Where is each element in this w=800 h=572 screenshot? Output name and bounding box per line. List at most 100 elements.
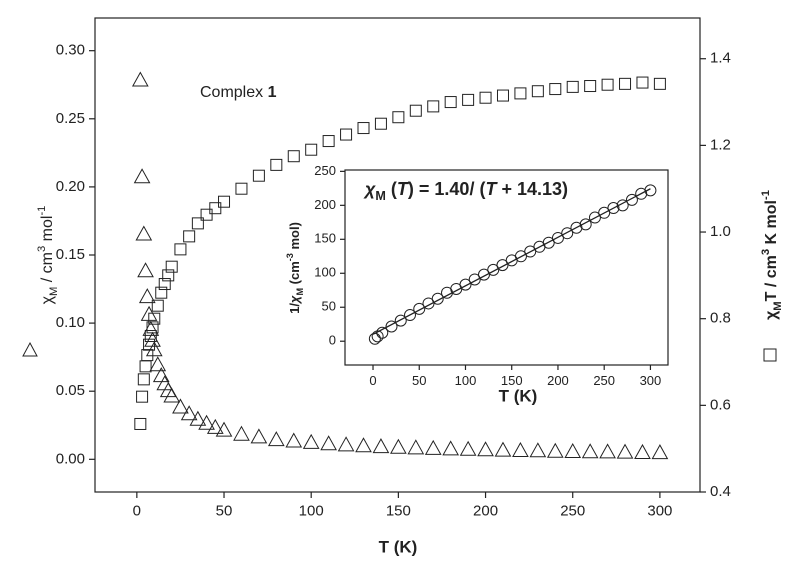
square-point [174, 243, 187, 256]
y-tick-label: 0.30 [56, 42, 85, 59]
triangle-point [250, 428, 268, 444]
circle-point [431, 292, 444, 305]
x-tick-label: 150 [386, 502, 411, 519]
x-tick-label: 0 [133, 502, 141, 519]
triangle-point [355, 437, 372, 453]
annotation: Complex 1 [200, 84, 277, 101]
y2-tick-label: 0.4 [710, 483, 731, 500]
inset-y-axis-label-part: 1/ [287, 303, 302, 314]
triangle-point [424, 439, 442, 455]
square-point [496, 89, 509, 102]
y-axis-label-part: mol [39, 216, 56, 246]
square-point [374, 117, 387, 130]
equation-part: + 14.13) [496, 179, 568, 199]
circle-point [616, 199, 629, 212]
square-point [601, 78, 614, 91]
square-point [357, 122, 370, 135]
annotation-part: Complex [200, 84, 268, 101]
triangle-point [546, 442, 564, 458]
y2-axis-label-part: K mol [763, 200, 780, 249]
triangle-point [215, 421, 233, 437]
square-point [165, 260, 178, 273]
square-point [270, 158, 283, 171]
y-tick-label: 0 [329, 333, 336, 348]
triangle-point [372, 438, 390, 454]
triangle-point [529, 442, 547, 458]
triangle-point [477, 441, 494, 457]
y2-tick-label: 0.8 [710, 310, 731, 327]
y2-axis-label-part: 3 [760, 249, 772, 255]
square-point [143, 338, 156, 351]
circle-point [625, 193, 638, 206]
triangle-point [407, 439, 425, 455]
triangle-point [138, 288, 156, 304]
circle-point [477, 268, 490, 281]
square-point [549, 83, 562, 96]
circle-point [496, 259, 509, 272]
y2-axis-label-part: M [772, 301, 784, 310]
equation-part: χ [363, 179, 376, 199]
y2-axis-label-part: -1 [760, 190, 772, 200]
square-point [566, 80, 579, 93]
square-point [653, 77, 666, 90]
square-point [636, 76, 649, 89]
circle-point [394, 314, 407, 327]
triangle-point [320, 435, 337, 451]
square-point [409, 104, 422, 117]
y-axis-label-part: χ [39, 295, 56, 304]
circle-point [413, 302, 426, 315]
square-point [209, 202, 222, 215]
circle-point [524, 245, 537, 258]
square-point [427, 100, 440, 113]
square-point [287, 150, 300, 163]
triangle-point [189, 410, 207, 426]
circle-point [376, 326, 389, 339]
circle-point [644, 184, 657, 197]
y2-tick-label: 1.4 [710, 50, 731, 67]
triangle-point [206, 418, 224, 434]
y2-axis-label-part: T / cm [763, 255, 780, 301]
inset-y-axis-label-part: mol) [287, 222, 302, 253]
x-axis-label: T (K) [379, 537, 418, 556]
triangle-point [651, 444, 669, 460]
y-tick-label: 0.00 [56, 450, 85, 467]
square-point [137, 373, 150, 386]
y-axis-label: χM / cm3 mol-1 [36, 206, 60, 305]
circle-point [588, 211, 601, 224]
x-tick-label: 0 [369, 373, 376, 388]
y-tick-label: 50 [322, 299, 336, 314]
square-point [183, 230, 196, 243]
circle-point [542, 236, 555, 249]
legend-square [763, 348, 777, 362]
x-tick-label: 50 [216, 502, 233, 519]
x-tick-label: 50 [412, 373, 426, 388]
fit-line [372, 188, 651, 335]
y-tick-label: 200 [314, 197, 336, 212]
circle-point [468, 273, 481, 286]
triangle-point [172, 398, 189, 414]
triangle-point [149, 356, 167, 372]
equation-part: T [485, 179, 498, 199]
x-tick-label: 250 [593, 373, 615, 388]
triangle-point [337, 436, 355, 452]
triangle-point [156, 375, 174, 391]
y2-tick-label: 1.2 [710, 136, 731, 153]
circle-point [561, 227, 574, 240]
y2-axis-label-part: χ [763, 310, 780, 320]
square-point [479, 91, 492, 104]
triangle-point [442, 440, 460, 456]
square-point [139, 360, 152, 373]
y2-tick-label: 1.0 [710, 223, 731, 240]
triangle-point [459, 440, 477, 456]
inset-frame [344, 169, 669, 366]
inset-y-axis-label-part: (cm [287, 261, 302, 288]
square-point [252, 169, 265, 182]
circle-point [598, 206, 611, 219]
triangle-point [634, 443, 651, 459]
y2-tick-label: 0.6 [710, 396, 731, 413]
triangle-point [145, 341, 163, 357]
triangle-point [512, 442, 529, 458]
square-point [392, 111, 405, 124]
triangle-point [267, 431, 285, 447]
triangle-point [285, 432, 303, 448]
